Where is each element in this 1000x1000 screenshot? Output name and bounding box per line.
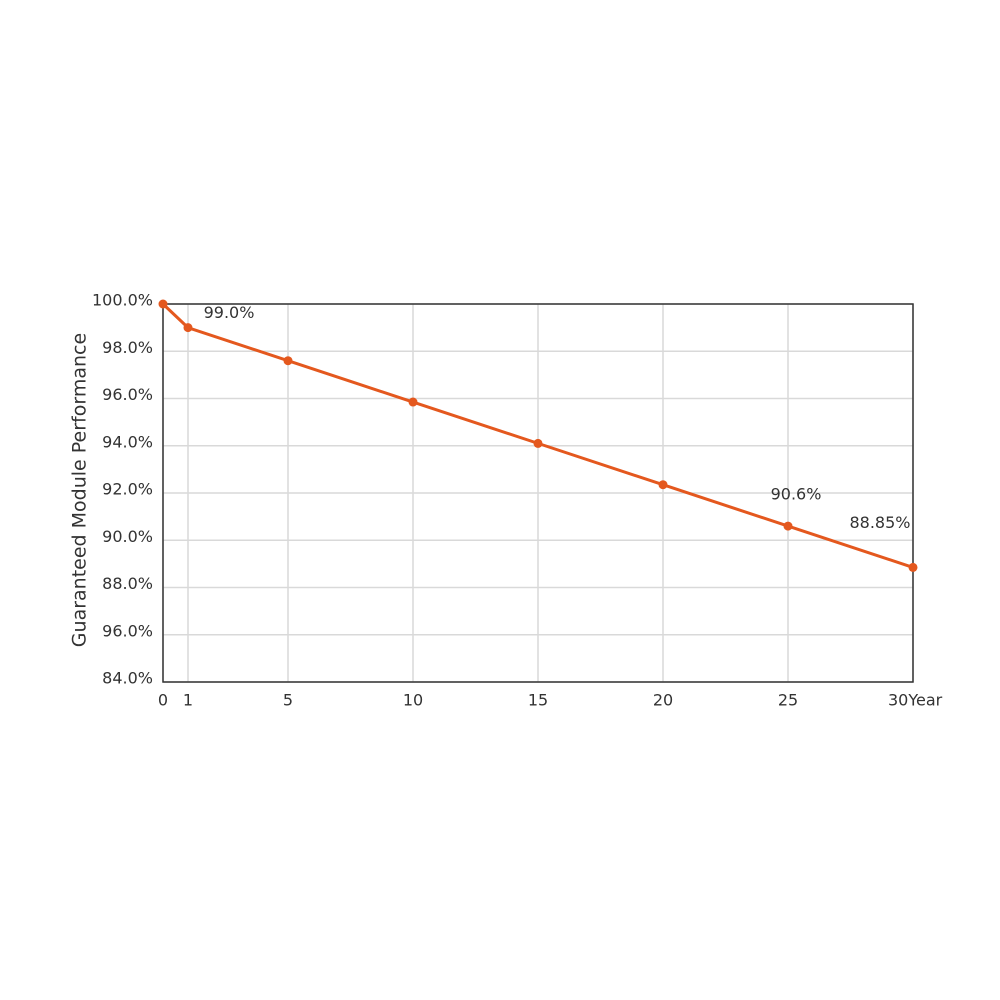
line	[161, 302, 914, 569]
data-label: 90.6%	[771, 485, 822, 504]
y-tick-label: 94.0%	[102, 432, 153, 451]
y-axis-label: Guaranteed Module Performance	[69, 333, 91, 647]
data-point	[283, 356, 293, 366]
x-tick-label: 20	[653, 691, 673, 710]
data-point	[158, 299, 168, 309]
data-point	[183, 323, 193, 333]
data-point	[783, 521, 793, 531]
y-tick-label: 96.0%	[102, 385, 153, 404]
data-point	[908, 562, 918, 572]
x-tick-label: 1	[183, 691, 193, 710]
y-tick-label: 88.0%	[102, 574, 153, 593]
data-label: 99.0%	[204, 303, 255, 322]
data-label: 88.85%	[849, 513, 910, 532]
data-point	[408, 397, 418, 407]
x-tick-label: 15	[528, 691, 548, 710]
y-tick-label: 90.0%	[102, 527, 153, 546]
y-tick-label: 98.0%	[102, 338, 153, 357]
x-tick-label: 5	[283, 691, 293, 710]
y-tick-label: 96.0%	[102, 621, 153, 640]
x-tick-label: 0	[158, 691, 168, 710]
x-tick-label: 30Year	[888, 691, 943, 710]
data-point	[658, 480, 668, 490]
x-tick-label: 25	[778, 691, 798, 710]
data-point	[533, 438, 543, 448]
plot-frame	[162, 303, 914, 683]
y-tick-label: 84.0%	[102, 669, 153, 688]
y-tick-label: 92.0%	[102, 480, 153, 499]
y-tick-label: 100.0%	[92, 291, 153, 310]
x-tick-label: 10	[403, 691, 423, 710]
